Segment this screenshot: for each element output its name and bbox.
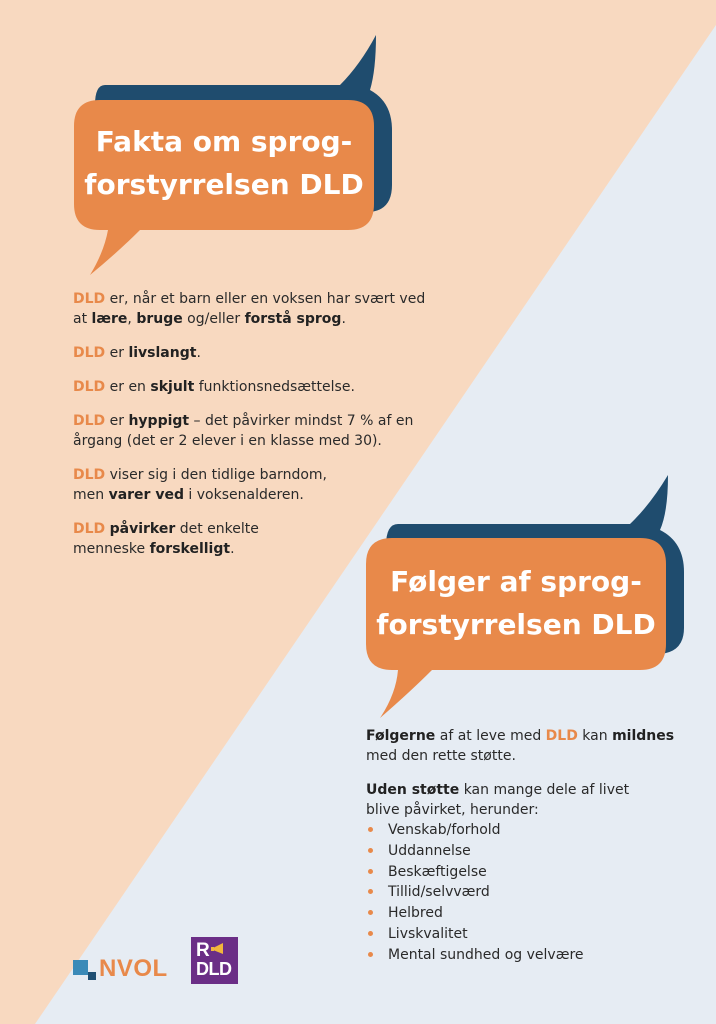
list-item: Mental sundhed og velvære: [366, 945, 686, 966]
list-item-label: Livskvalitet: [388, 925, 468, 942]
text-run: årgang (det er 2 elever i en klasse med …: [73, 433, 382, 449]
list-item-label: Uddannelse: [388, 842, 471, 859]
nvol-logo: NVOL: [73, 955, 178, 985]
text-run: kan: [577, 728, 613, 744]
text-run: er: [105, 345, 129, 361]
bold-text: varer ved: [108, 487, 184, 503]
paragraph: Uden støtte kan mange dele af livet blive…: [366, 780, 686, 820]
text-run: funktionsnedsættelse.: [194, 379, 355, 395]
text-run: af at leve med: [435, 728, 546, 744]
rdld-logo-r: R: [196, 940, 210, 961]
text-run: er en: [105, 379, 151, 395]
bullet-icon: [368, 951, 373, 957]
text-run: ,: [127, 311, 137, 327]
bold-text: hyppigt: [128, 413, 190, 429]
bold-text: Følgerne: [366, 728, 436, 744]
bold-text: livslangt: [128, 345, 197, 361]
nvol-logo-square: [73, 960, 88, 975]
bullet-icon: [368, 889, 373, 895]
bold-text: Uden støtte: [366, 782, 460, 798]
section1-title: Fakta om sprog- forstyrrelsen DLD: [74, 120, 374, 206]
text-run: menneske: [73, 541, 150, 557]
paragraph: DLD er en skjult funktionsnedsættelse.: [73, 377, 433, 397]
dld-highlight: DLD: [73, 291, 106, 307]
text-run: viser sig i den tidlige barndom,: [105, 467, 327, 483]
text-run: – det påvirker mindst 7 % af en: [189, 413, 414, 429]
list-item-label: Tillid/selvværd: [388, 884, 490, 901]
paragraph: DLD påvirker det enkelte menneske forskel…: [73, 519, 433, 559]
dld-highlight: DLD: [73, 345, 106, 361]
list-item: Helbred: [366, 903, 686, 924]
text-run: men: [73, 487, 109, 503]
text-run: med den rette støtte.: [366, 748, 516, 764]
text-run: kan mange dele af livet: [459, 782, 630, 798]
list-item-label: Venskab/forhold: [388, 822, 501, 838]
paragraph: DLD er, når et barn eller en voksen har …: [73, 289, 433, 329]
bold-text: skjult: [150, 379, 195, 395]
bullet-icon: [368, 847, 373, 853]
text-run: blive påvirket, herunder:: [366, 802, 539, 818]
text-run: og/eller: [182, 311, 245, 327]
bullet-icon: [368, 868, 373, 874]
title-line: forstyrrelsen DLD: [376, 608, 656, 641]
consequences-text: Følgerne af at leve med DLD kan mildnes m…: [366, 726, 686, 834]
bold-text: forskelligt: [149, 541, 231, 557]
title-line: forstyrrelsen DLD: [84, 168, 364, 201]
bullet-icon: [368, 930, 373, 936]
facts-text: DLD er, når et barn eller en voksen har …: [73, 289, 433, 573]
paragraph: DLD viser sig i den tidlige barndom, men …: [73, 465, 433, 505]
bullet-icon: [368, 827, 373, 832]
bold-text: forstå sprog: [244, 311, 342, 327]
bold-text: lære: [91, 311, 128, 327]
text-run: er, når et barn eller en voksen har svær…: [105, 291, 426, 307]
paragraph: Følgerne af at leve med DLD kan mildnes m…: [366, 726, 686, 766]
text-run: .: [230, 541, 235, 557]
list-item-label: Beskæftigelse: [388, 863, 487, 880]
rdld-logo: R DLD: [191, 937, 238, 984]
text-run: at: [73, 311, 92, 327]
dld-highlight: DLD: [73, 379, 106, 395]
paragraph: DLD er livslangt.: [73, 343, 433, 363]
consequences-list: Venskab/forhold Uddannelse Beskæftigelse Ti…: [366, 820, 686, 966]
nvol-logo-text: NVOL: [99, 955, 168, 982]
dld-highlight: DLD: [73, 467, 106, 483]
list-item: Tillid/selvværd: [366, 882, 686, 903]
list-item: Uddannelse: [366, 841, 686, 862]
dld-highlight: DLD: [73, 521, 106, 537]
list-item-label: Mental sundhed og velvære: [388, 946, 584, 963]
list-item: Livskvalitet: [366, 924, 686, 945]
text-run: det enkelte: [175, 521, 259, 537]
paragraph: DLD er hyppigt – det påvirker mindst 7 %…: [73, 411, 433, 451]
title-line: Følger af sprog-: [390, 565, 642, 598]
list-item-label: Helbred: [388, 905, 443, 922]
list-item: Beskæftigelse: [366, 862, 686, 883]
text-run: er: [105, 413, 129, 429]
dld-highlight: DLD: [73, 413, 106, 429]
bullet-icon: [368, 910, 373, 916]
text-run: .: [341, 311, 346, 327]
megaphone-icon: [211, 943, 223, 954]
nvol-logo-square-small: [88, 972, 96, 980]
text-run: .: [196, 345, 201, 361]
bold-text: mildnes: [612, 728, 675, 744]
text-run: i voksenalderen.: [183, 487, 304, 503]
bold-text: bruge: [136, 311, 183, 327]
list-item: Venskab/forhold: [366, 820, 686, 841]
rdld-logo-dld: DLD: [196, 959, 232, 979]
title-line: Fakta om sprog-: [95, 125, 353, 158]
bold-text: påvirker: [109, 521, 176, 537]
dld-highlight: DLD: [545, 728, 578, 744]
section2-title: Følger af sprog- forstyrrelsen DLD: [366, 560, 666, 646]
